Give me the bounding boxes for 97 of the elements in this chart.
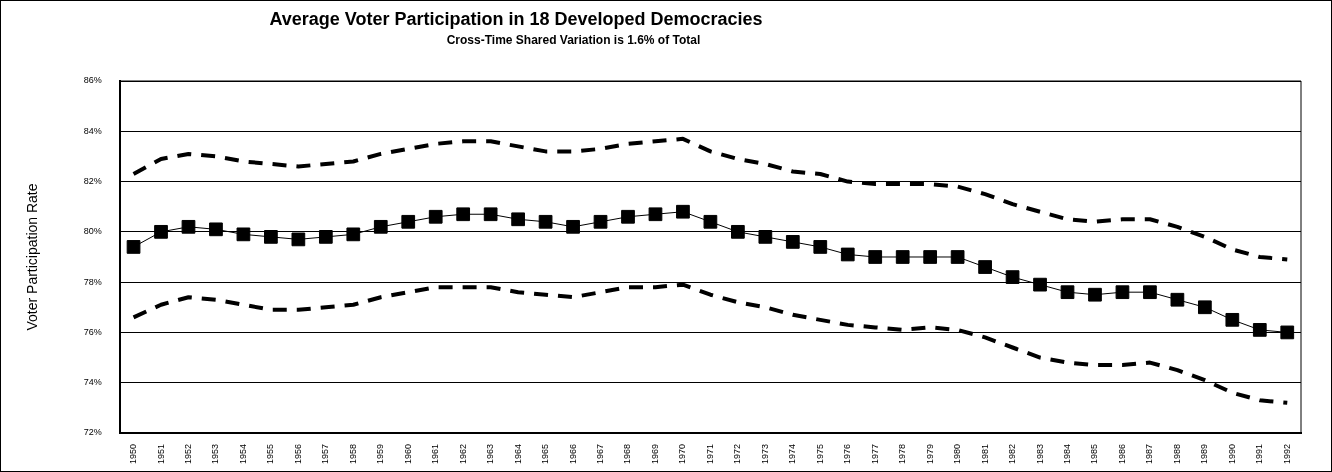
x-tick-label: 1969 <box>649 443 660 465</box>
point <box>813 240 828 254</box>
point <box>264 230 278 244</box>
point <box>1143 285 1157 300</box>
point <box>209 222 223 237</box>
y-tick-label: 78% <box>83 276 102 287</box>
point <box>1005 270 1020 284</box>
point <box>785 235 800 249</box>
point <box>126 240 141 254</box>
x-tick-label: 1953 <box>210 443 221 465</box>
x-tick-label: 1982 <box>1007 443 1018 465</box>
x-tick-label: 1980 <box>952 443 963 465</box>
y-tick-label: 82% <box>83 176 102 187</box>
point <box>731 224 745 239</box>
chart-subtitle: Cross-Time Shared Variation is 1.6% of Total <box>445 33 702 47</box>
x-tick-label: 1952 <box>182 443 193 465</box>
point <box>456 207 471 222</box>
x-tick-label: 1954 <box>237 443 248 465</box>
y-axis-title: Voter Participation Rate <box>24 183 41 331</box>
x-tick-label: 1981 <box>979 443 990 465</box>
point <box>840 247 855 262</box>
x-tick-label: 1956 <box>292 443 303 465</box>
x-tick-label: 1966 <box>567 443 578 465</box>
point <box>1225 312 1240 327</box>
x-tick-label: 1976 <box>842 443 853 465</box>
point <box>593 214 608 229</box>
x-tick-label: 1973 <box>759 443 770 465</box>
x-tick-label: 1984 <box>1061 443 1072 465</box>
x-tick-label: 1987 <box>1144 443 1155 465</box>
x-tick-label: 1960 <box>402 443 413 465</box>
point <box>538 214 553 229</box>
point <box>868 250 883 264</box>
point <box>1033 277 1047 292</box>
x-tick-label: 1955 <box>265 443 276 465</box>
x-tick-label: 1964 <box>512 443 523 465</box>
point <box>346 227 361 242</box>
x-tick-label: 1971 <box>704 443 715 465</box>
point <box>1252 323 1267 337</box>
point <box>978 260 992 274</box>
point <box>1088 287 1102 302</box>
point <box>1197 300 1212 315</box>
x-tick-label: 1977 <box>869 443 880 465</box>
point <box>1280 325 1295 340</box>
x-tick-label: 1958 <box>347 443 358 465</box>
point <box>566 219 580 234</box>
y-tick-label: 72% <box>83 427 102 438</box>
x-tick-label: 1967 <box>595 443 606 465</box>
point <box>154 224 168 239</box>
point <box>648 207 663 222</box>
point <box>676 204 690 219</box>
point <box>291 232 306 247</box>
point <box>511 212 525 227</box>
x-tick-label: 1979 <box>924 443 935 465</box>
y-tick-label: 80% <box>83 226 102 237</box>
point <box>1060 285 1075 300</box>
point <box>950 250 965 264</box>
x-tick-label: 1961 <box>430 443 441 465</box>
point <box>923 250 938 264</box>
x-tick-label: 1974 <box>787 443 798 465</box>
x-tick-label: 1965 <box>540 443 551 465</box>
point <box>483 207 498 222</box>
point <box>1170 292 1185 307</box>
point <box>758 230 773 244</box>
x-tick-label: 1990 <box>1226 443 1237 465</box>
x-tick-label: 1951 <box>155 443 166 465</box>
point <box>373 219 388 234</box>
y-tick-label: 86% <box>83 75 102 86</box>
x-tick-label: 1959 <box>375 443 386 465</box>
y-tick-label: 76% <box>83 326 102 337</box>
x-tick-label: 1963 <box>485 443 496 465</box>
y-tick-label: 74% <box>83 377 102 388</box>
y-tick-label: 84% <box>83 125 102 136</box>
point <box>401 214 416 229</box>
x-tick-label: 1978 <box>897 443 908 465</box>
x-tick-label: 1970 <box>677 443 688 465</box>
point <box>1115 285 1130 300</box>
point <box>703 214 718 229</box>
x-tick-label: 1992 <box>1281 443 1292 465</box>
point <box>621 209 635 224</box>
x-tick-label: 1972 <box>732 443 743 465</box>
point <box>236 227 251 242</box>
x-tick-label: 1968 <box>622 443 633 465</box>
x-tick-label: 1988 <box>1171 443 1182 465</box>
x-tick-label: 1983 <box>1034 443 1045 465</box>
point <box>181 219 196 234</box>
x-tick-label: 1957 <box>320 443 331 465</box>
x-tick-label: 1989 <box>1199 443 1210 465</box>
chart-title: Average Voter Participation in 18 Developed Democracies <box>268 9 764 30</box>
x-tick-label: 1985 <box>1089 443 1100 465</box>
x-tick-label: 1975 <box>814 443 825 465</box>
point <box>318 230 333 244</box>
point <box>428 209 443 224</box>
x-tick-label: 1950 <box>128 443 139 465</box>
point <box>895 250 910 264</box>
x-tick-label: 1962 <box>457 443 468 465</box>
x-tick-label: 1991 <box>1254 443 1265 465</box>
x-tick-label: 1986 <box>1116 443 1127 465</box>
